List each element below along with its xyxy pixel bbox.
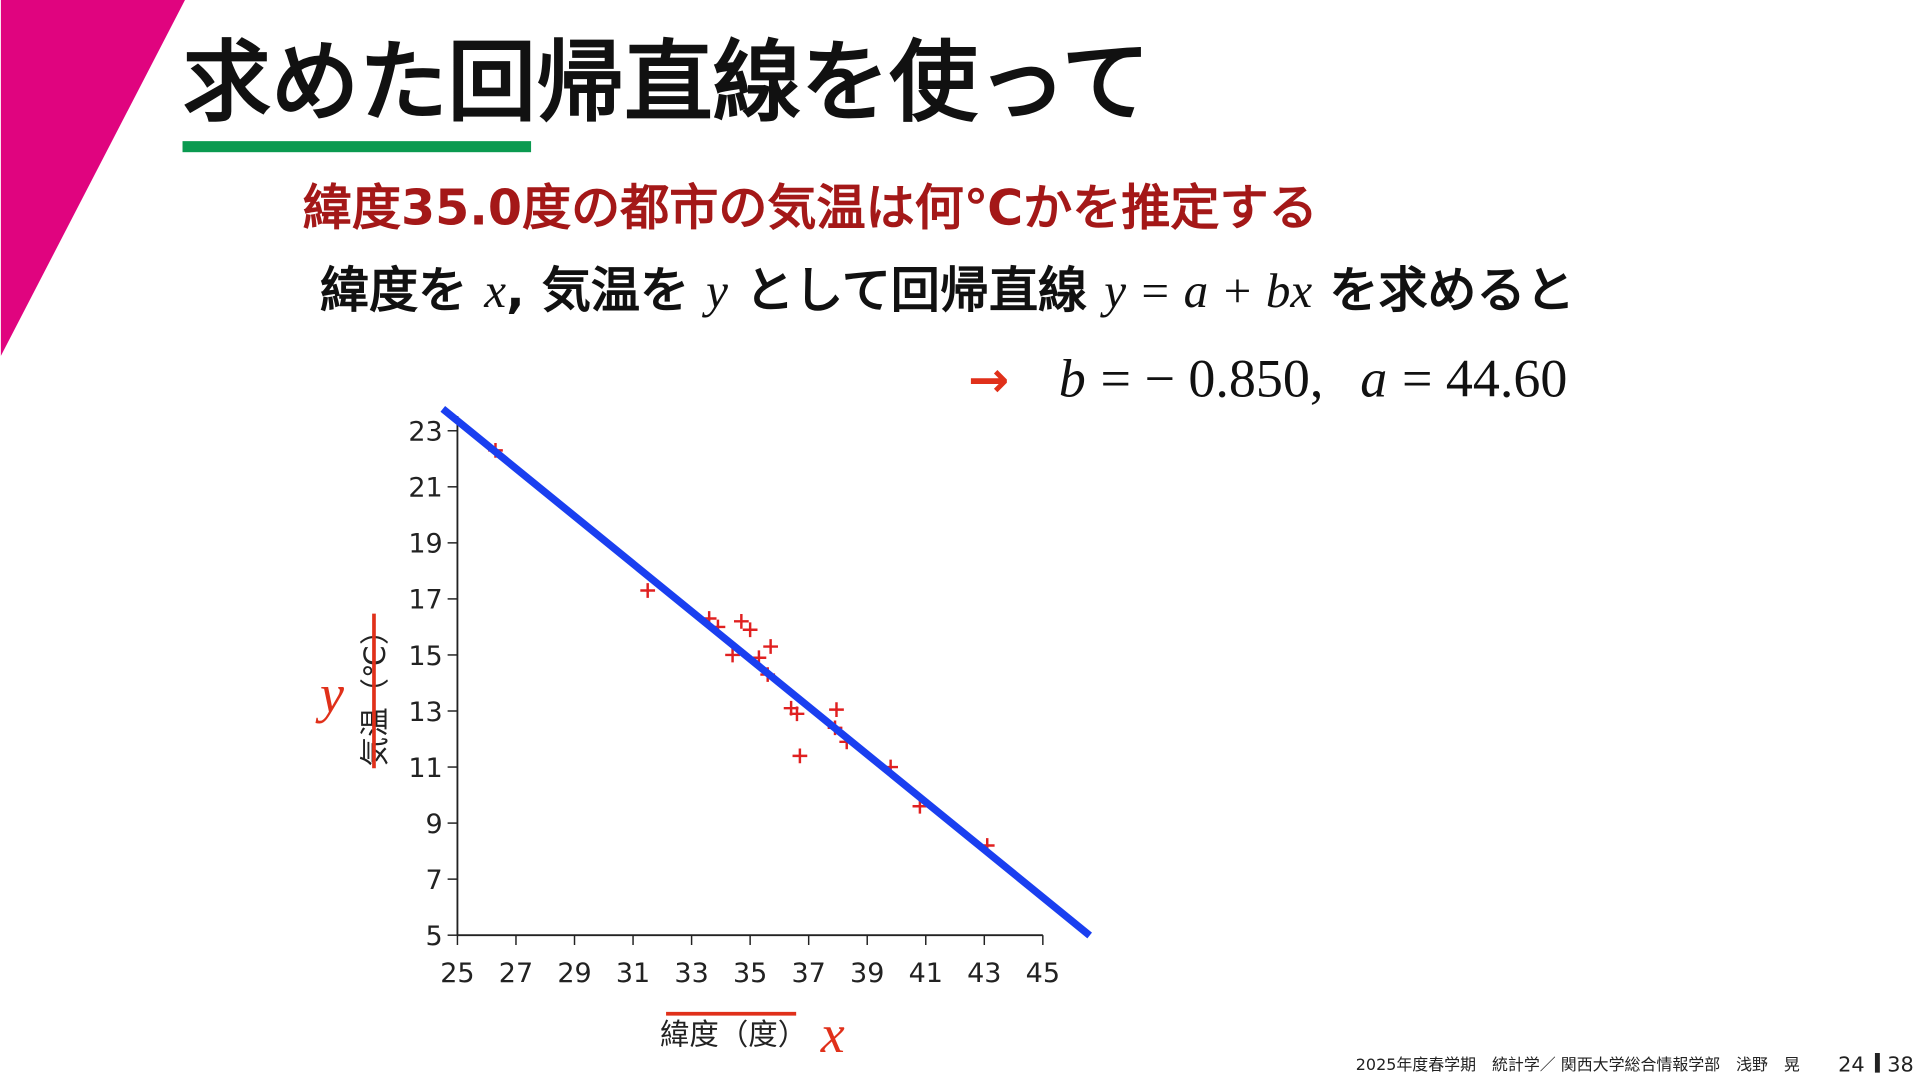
y-tick-label: 21: [408, 473, 442, 504]
arrow: →: [968, 350, 1009, 408]
scatter-point: [742, 622, 758, 638]
x-axis-label: 緯度（度）: [660, 1017, 807, 1051]
x-annotation: x: [820, 1004, 845, 1064]
math-text: y: [701, 263, 728, 318]
scatter-point: [733, 613, 749, 629]
chart: 緯度（度） 気温（℃） x y 252729313335373941434557…: [315, 406, 1092, 1064]
b-value: = − 0.850,: [1101, 348, 1324, 408]
statement-text: 緯度を: [320, 261, 484, 319]
x-tick-label: 43: [967, 958, 1001, 989]
y-tick-label: 11: [408, 753, 442, 784]
x-tick-label: 31: [616, 958, 650, 989]
x-tick-label: 41: [909, 958, 943, 989]
y-tick-label: 19: [408, 529, 442, 560]
scatter-point: [725, 647, 740, 663]
scatter-point: [789, 706, 805, 722]
a-symbol: a: [1360, 348, 1387, 408]
y-tick-label: 7: [426, 865, 443, 896]
regression-line: [440, 406, 1092, 939]
corner-decoration: [0, 0, 185, 356]
statement: 緯度を x, 気温を y として回帰直線 y = a + bx を求めると: [320, 261, 1575, 319]
y-tick-label: 9: [426, 809, 443, 840]
statement-text: として回帰直線: [728, 261, 1104, 319]
y-tick-label: 13: [408, 697, 442, 728]
y-tick-label: 5: [426, 921, 443, 952]
x-tick-label: 37: [791, 958, 825, 989]
y-annotation: y: [315, 664, 344, 724]
page-separator: [1874, 1053, 1880, 1073]
y-tick-label: 23: [408, 417, 442, 448]
math-text: x: [483, 263, 506, 318]
y-tick-label: 15: [408, 641, 442, 672]
x-tick-label: 25: [440, 958, 474, 989]
x-tick-label: 39: [850, 958, 884, 989]
scatter-point: [792, 748, 808, 764]
slide-title: 求めた回帰直線を使って: [183, 31, 1151, 134]
x-tick-label: 29: [557, 958, 591, 989]
math-text: y = a + bx: [1099, 263, 1312, 318]
scatter-point: [763, 639, 778, 654]
x-tick-label: 33: [674, 958, 708, 989]
footer: 2025年度春学期 統計学／ 関西大学総合情報学部 浅野 晃: [1356, 1055, 1800, 1074]
scatter-point: [829, 702, 844, 717]
b-symbol: b: [1059, 348, 1086, 408]
title-underline: [182, 141, 532, 153]
scatter-point: [640, 583, 656, 598]
x-tick-label: 45: [1026, 958, 1060, 989]
a-value: = 44.60: [1402, 348, 1567, 408]
y-tick-label: 17: [408, 585, 442, 616]
x-tick-label: 35: [733, 958, 767, 989]
result: b = − 0.850, a = 44.60: [1059, 348, 1568, 408]
statement-text: を求めると: [1312, 261, 1574, 319]
statement-text: , 気温を: [506, 261, 706, 319]
page-number: 24: [1838, 1052, 1865, 1076]
page-total: 38: [1887, 1052, 1914, 1076]
x-tick-label: 27: [499, 958, 533, 989]
subtitle: 緯度35.0度の都市の気温は何℃かを推定する: [303, 179, 1318, 237]
